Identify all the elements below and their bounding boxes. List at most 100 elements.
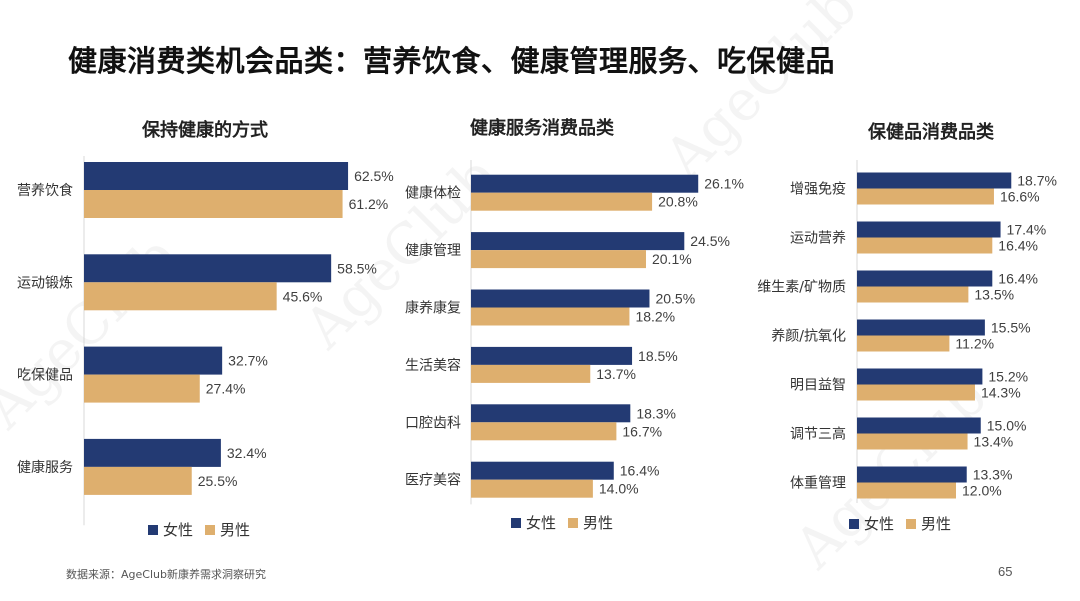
bar-female	[857, 417, 981, 434]
data-label: 20.1%	[652, 251, 692, 267]
bar-female	[84, 254, 332, 283]
bar-male	[857, 237, 993, 254]
chart-title-supplements: 保健品消费品类	[868, 122, 994, 143]
data-label: 13.5%	[974, 287, 1014, 303]
data-label: 16.6%	[1000, 189, 1040, 205]
bar-male	[857, 384, 975, 401]
page-title: 健康消费类机会品类：营养饮食、健康管理服务、吃保健品	[68, 44, 836, 78]
legend-swatch-female	[849, 518, 859, 529]
data-label: 14.0%	[599, 481, 639, 497]
bar-female	[84, 162, 349, 190]
category-label: 医疗美容	[405, 472, 461, 489]
category-label: 维生素/矿物质	[757, 280, 846, 296]
bar-male	[84, 282, 277, 311]
data-label: 16.7%	[622, 423, 662, 439]
bar-female	[471, 461, 614, 480]
bar-female	[857, 221, 1001, 238]
data-label: 13.3%	[973, 467, 1013, 483]
bar-male	[471, 192, 653, 211]
bar-female	[471, 174, 699, 193]
category-label: 康养康复	[405, 300, 461, 317]
bar-male	[857, 433, 968, 450]
bar-male	[857, 286, 969, 303]
category-label: 营养饮食	[17, 182, 73, 199]
bar-female	[857, 368, 983, 385]
category-label: 健康管理	[405, 242, 461, 259]
data-source-note: 数据来源：AgeClub新康养需求洞察研究	[66, 568, 266, 581]
data-label: 15.0%	[987, 418, 1027, 434]
legend-label-male: 男性	[921, 515, 952, 533]
legend-chart-3: 女性 男性	[849, 513, 957, 534]
data-label: 32.7%	[228, 353, 268, 369]
bar-female	[857, 270, 993, 287]
bar-female	[84, 346, 223, 375]
legend-swatch-female	[148, 524, 158, 535]
data-label: 26.1%	[704, 176, 744, 192]
data-label: 17.4%	[1007, 222, 1047, 238]
data-label: 20.5%	[655, 291, 695, 307]
data-label: 18.2%	[635, 309, 675, 325]
legend-label-female: 女性	[163, 521, 194, 539]
data-label: 11.2%	[955, 336, 994, 352]
legend-label-female: 女性	[526, 514, 557, 532]
bar-male	[84, 466, 192, 495]
data-label: 62.5%	[354, 168, 394, 184]
data-label: 58.5%	[337, 260, 377, 276]
bar-male	[471, 250, 646, 269]
bar-female	[471, 289, 650, 308]
data-label: 16.4%	[998, 271, 1038, 287]
bar-female	[857, 172, 1012, 189]
bar-male	[471, 479, 593, 498]
chart-title-health-services: 健康服务消费品类	[470, 118, 614, 139]
data-label: 12.0%	[962, 483, 1002, 499]
bar-male	[471, 307, 630, 326]
bar-female	[857, 319, 985, 336]
data-label: 18.7%	[1017, 173, 1057, 189]
bar-male	[471, 422, 617, 441]
data-label: 15.2%	[988, 369, 1028, 385]
legend-swatch-male	[205, 524, 216, 535]
legend-label-female: 女性	[864, 515, 895, 533]
bar-female	[857, 466, 967, 483]
data-label: 13.4%	[974, 434, 1014, 450]
bar-male	[84, 374, 200, 403]
bar-male	[857, 335, 950, 352]
data-label: 45.6%	[283, 288, 323, 304]
category-label: 增强免疫	[790, 182, 846, 198]
chart-health-methods: 营养饮食 62.5% 61.2% 运动锻炼 58.5% 45.6% 吃保健品 32.7% 27.…	[17, 156, 394, 526]
bar-female	[471, 232, 685, 251]
chart-title-health-methods: 保持健康的方式	[142, 120, 268, 141]
data-label: 20.8%	[658, 194, 698, 210]
data-label: 25.5%	[198, 473, 238, 489]
chart-supplements: 增强免疫18.7%16.6%运动营养17.4%16.4%维生素/矿物质16.4%…	[757, 160, 1057, 503]
data-label: 27.4%	[206, 381, 246, 397]
category-label: 养颜/抗氧化	[771, 329, 846, 345]
category-label: 运动营养	[790, 231, 846, 247]
bar-female	[471, 404, 631, 423]
data-label: 16.4%	[620, 463, 660, 479]
data-label: 15.5%	[991, 320, 1031, 336]
bar-male	[857, 482, 956, 499]
data-label: 24.5%	[690, 233, 730, 249]
data-label: 61.2%	[349, 196, 389, 212]
data-label: 18.3%	[636, 405, 676, 421]
legend-chart-2: 女性 男性	[511, 512, 619, 533]
bar-female	[471, 346, 633, 365]
category-label: 口腔齿科	[405, 415, 461, 431]
category-label: 健康服务	[17, 459, 73, 476]
legend-swatch-male	[906, 518, 917, 529]
data-label: 16.4%	[998, 238, 1038, 254]
page-number: 65	[998, 564, 1013, 579]
data-label: 13.7%	[596, 366, 636, 382]
category-label: 生活美容	[405, 357, 461, 374]
category-label: 体重管理	[790, 476, 846, 492]
bar-male	[857, 188, 994, 205]
chart-health-services: 健康体检 26.1% 20.8% 健康管理 24.5% 20.1% 康养康复 20.5% 18.…	[405, 160, 744, 505]
legend-label-male: 男性	[583, 514, 614, 532]
data-label: 18.5%	[638, 348, 678, 364]
legend-swatch-female	[511, 517, 521, 528]
legend-label-male: 男性	[220, 521, 251, 539]
bar-male	[84, 190, 343, 218]
data-label: 14.3%	[981, 385, 1021, 401]
